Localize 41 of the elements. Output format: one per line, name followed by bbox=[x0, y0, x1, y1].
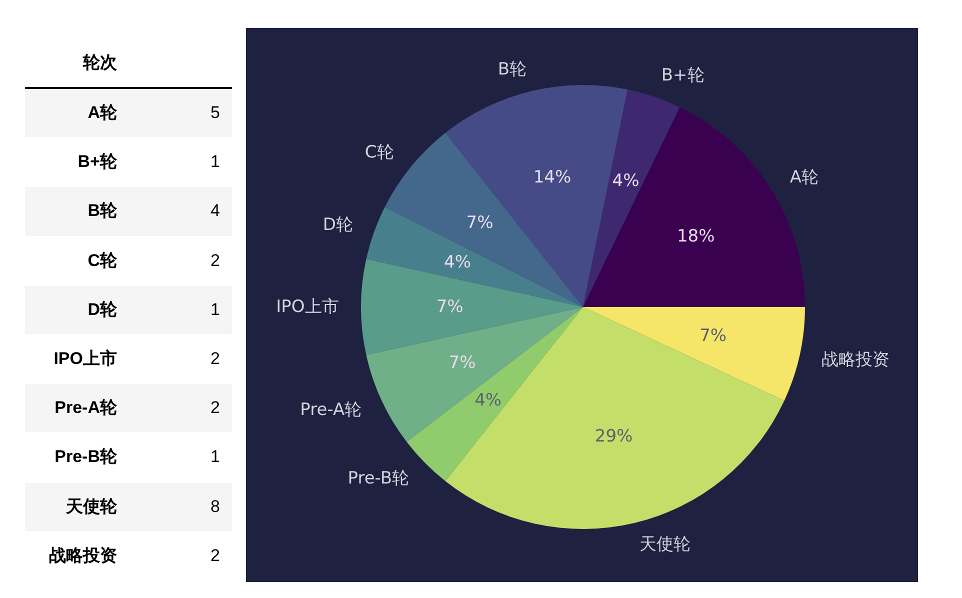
data-label: 4% bbox=[474, 390, 502, 410]
data-label: 1 bbox=[210, 446, 220, 468]
slice-label: C轮 bbox=[364, 142, 394, 163]
category-label: C轮 bbox=[86, 250, 117, 272]
category-label: Pre-A轮 bbox=[54, 397, 117, 420]
data-label: 4% bbox=[612, 170, 640, 191]
data-label: 7% bbox=[436, 297, 464, 317]
slice-label: Pre-A轮 bbox=[300, 400, 362, 420]
data-label: 2 bbox=[210, 397, 220, 420]
data-label: 8 bbox=[210, 496, 220, 518]
data-label: 14% bbox=[533, 167, 572, 188]
slice-label: B+轮 bbox=[661, 66, 704, 86]
category-label: B轮 bbox=[86, 200, 117, 222]
data-label: 2 bbox=[210, 544, 220, 567]
slice-label: D轮 bbox=[322, 215, 353, 236]
data-label: 7% bbox=[448, 353, 476, 374]
slice-label: IPO上市 bbox=[276, 297, 339, 317]
category-label: IPO上市 bbox=[52, 348, 117, 370]
data-label: 29% bbox=[594, 426, 633, 447]
slice-label: 天使轮 bbox=[639, 534, 690, 555]
slice-label: A轮 bbox=[790, 167, 819, 188]
slice-label: 战略投资 bbox=[821, 350, 890, 370]
data-label: 5 bbox=[210, 102, 220, 124]
data-label: 2 bbox=[210, 348, 220, 370]
data-label: 1 bbox=[210, 298, 220, 321]
category-label: 战略投资 bbox=[48, 544, 117, 567]
text: 轮次 bbox=[82, 52, 117, 74]
data-label: 4% bbox=[444, 252, 472, 272]
category-label: B+轮 bbox=[76, 151, 117, 174]
data-label: 1 bbox=[210, 151, 220, 174]
data-label: 7% bbox=[466, 212, 494, 233]
category-label: 天使轮 bbox=[64, 496, 117, 518]
category-label: D轮 bbox=[86, 298, 117, 321]
data-label: 7% bbox=[700, 326, 727, 346]
data-label: 4 bbox=[210, 200, 220, 222]
category-label: Pre-B轮 bbox=[54, 446, 117, 468]
slice-label: B轮 bbox=[498, 59, 527, 80]
data-label: 18% bbox=[676, 226, 715, 246]
category-label: A轮 bbox=[86, 102, 117, 124]
slice-label: Pre-B轮 bbox=[348, 468, 409, 488]
data-label: 2 bbox=[210, 250, 220, 272]
